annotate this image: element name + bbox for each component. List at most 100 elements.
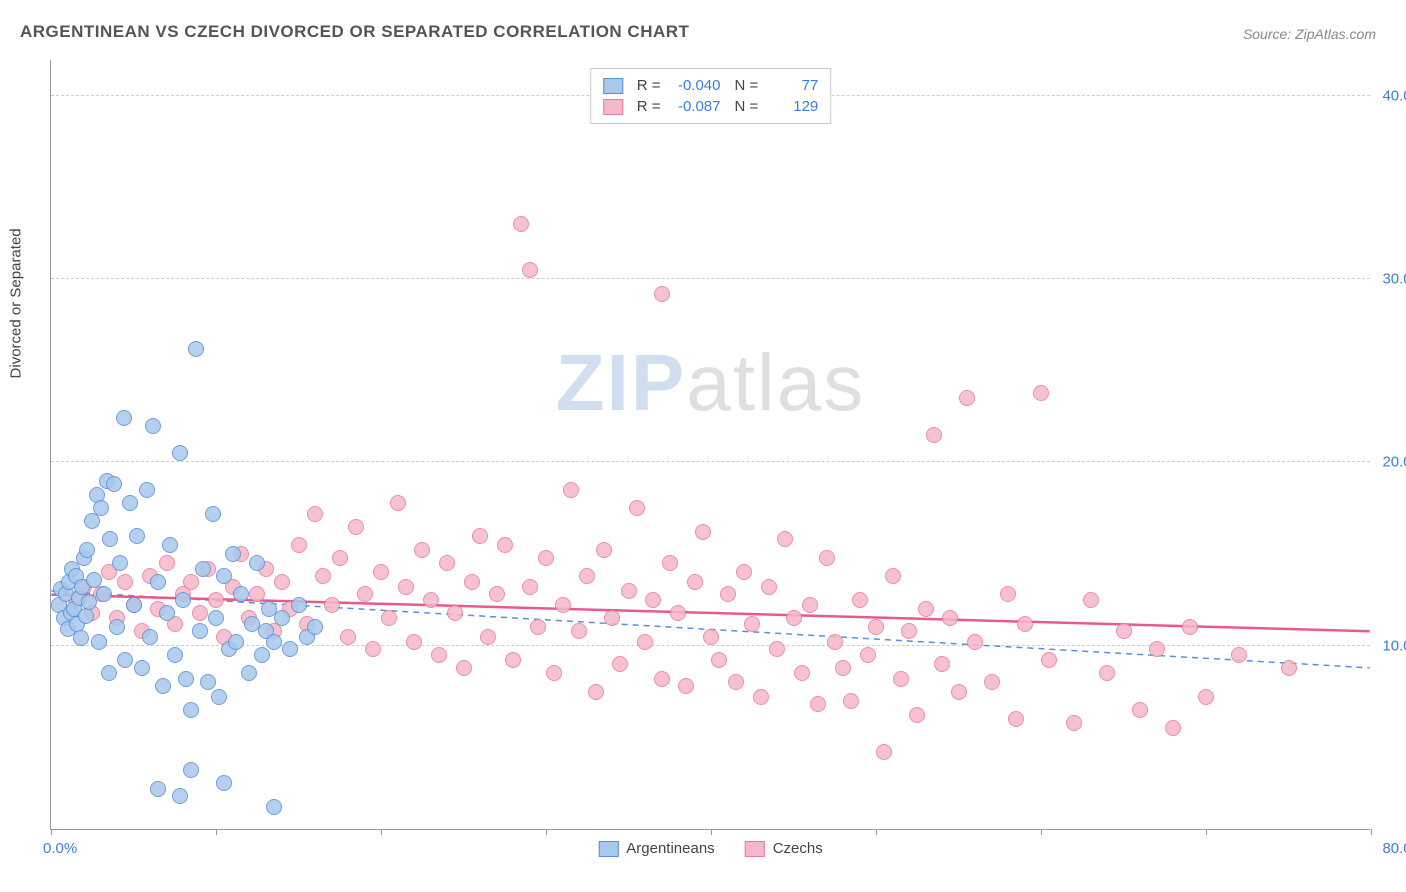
- scatter-point-argentineans: [249, 555, 265, 571]
- r-value-cz: -0.087: [669, 98, 721, 115]
- scatter-point-czechs: [637, 634, 653, 650]
- scatter-point-argentineans: [150, 574, 166, 590]
- scatter-point-czechs: [984, 674, 1000, 690]
- scatter-point-czechs: [1132, 702, 1148, 718]
- scatter-point-czechs: [934, 656, 950, 672]
- x-tick: [1371, 829, 1372, 835]
- r-label: R =: [637, 98, 661, 115]
- scatter-point-argentineans: [216, 775, 232, 791]
- scatter-point-argentineans: [228, 634, 244, 650]
- scatter-point-czechs: [555, 597, 571, 613]
- r-value-arg: -0.040: [669, 77, 721, 94]
- scatter-point-czechs: [332, 550, 348, 566]
- scatter-point-argentineans: [266, 634, 282, 650]
- legend-item-argentineans: Argentineans: [598, 840, 714, 857]
- scatter-point-czechs: [315, 568, 331, 584]
- r-label: R =: [637, 77, 661, 94]
- scatter-point-czechs: [571, 623, 587, 639]
- scatter-point-argentineans: [291, 597, 307, 613]
- scatter-point-czechs: [1066, 715, 1082, 731]
- legend-label-czechs: Czechs: [773, 840, 823, 857]
- scatter-point-czechs: [942, 610, 958, 626]
- scatter-point-czechs: [670, 605, 686, 621]
- n-value-arg: 77: [766, 77, 818, 94]
- scatter-point-argentineans: [159, 605, 175, 621]
- y-axis-title: Divorced or Separated: [8, 228, 25, 378]
- scatter-point-czechs: [538, 550, 554, 566]
- scatter-point-czechs: [645, 592, 661, 608]
- scatter-point-czechs: [629, 500, 645, 516]
- scatter-point-argentineans: [81, 594, 97, 610]
- watermark-atlas: atlas: [686, 338, 865, 427]
- scatter-point-czechs: [522, 579, 538, 595]
- scatter-point-czechs: [1116, 623, 1132, 639]
- legend-stats-row-cz: R = -0.087 N = 129: [603, 96, 819, 117]
- scatter-point-argentineans: [225, 546, 241, 562]
- scatter-point-czechs: [876, 744, 892, 760]
- scatter-point-argentineans: [79, 542, 95, 558]
- scatter-point-czechs: [546, 665, 562, 681]
- legend-series: Argentineans Czechs: [598, 840, 822, 857]
- x-axis-max-label: 80.0%: [1382, 840, 1406, 857]
- scatter-point-argentineans: [200, 674, 216, 690]
- scatter-point-czechs: [951, 684, 967, 700]
- scatter-point-czechs: [959, 390, 975, 406]
- scatter-point-argentineans: [109, 619, 125, 635]
- n-value-cz: 129: [766, 98, 818, 115]
- x-tick: [381, 829, 382, 835]
- scatter-point-argentineans: [175, 592, 191, 608]
- scatter-point-czechs: [1000, 586, 1016, 602]
- n-label: N =: [735, 98, 759, 115]
- scatter-point-czechs: [835, 660, 851, 676]
- scatter-point-argentineans: [233, 586, 249, 602]
- swatch-argentineans-icon: [603, 78, 623, 94]
- scatter-point-argentineans: [307, 619, 323, 635]
- scatter-point-argentineans: [73, 630, 89, 646]
- scatter-point-czechs: [464, 574, 480, 590]
- scatter-point-argentineans: [241, 665, 257, 681]
- legend-item-czechs: Czechs: [745, 840, 823, 857]
- scatter-point-czechs: [117, 574, 133, 590]
- scatter-point-argentineans: [195, 561, 211, 577]
- scatter-point-czechs: [621, 583, 637, 599]
- x-tick: [51, 829, 52, 835]
- scatter-point-czechs: [183, 574, 199, 590]
- scatter-point-czechs: [480, 629, 496, 645]
- scatter-point-argentineans: [117, 652, 133, 668]
- scatter-point-czechs: [588, 684, 604, 700]
- plot-area: Divorced or Separated ZIPatlas 10.0%20.0…: [50, 60, 1370, 830]
- scatter-point-czechs: [381, 610, 397, 626]
- x-tick: [1206, 829, 1207, 835]
- scatter-point-czechs: [604, 610, 620, 626]
- scatter-point-czechs: [909, 707, 925, 723]
- scatter-point-argentineans: [178, 671, 194, 687]
- scatter-point-czechs: [687, 574, 703, 590]
- scatter-point-czechs: [274, 574, 290, 590]
- scatter-point-czechs: [926, 427, 942, 443]
- scatter-point-czechs: [324, 597, 340, 613]
- scatter-point-czechs: [249, 586, 265, 602]
- watermark-zip: ZIP: [556, 338, 686, 427]
- legend-stats-row-arg: R = -0.040 N = 77: [603, 75, 819, 96]
- scatter-point-czechs: [1182, 619, 1198, 635]
- grid-line: [51, 645, 1370, 646]
- scatter-point-czechs: [439, 555, 455, 571]
- scatter-point-argentineans: [106, 476, 122, 492]
- scatter-point-czechs: [1033, 385, 1049, 401]
- scatter-point-czechs: [1099, 665, 1115, 681]
- scatter-point-czechs: [1165, 720, 1181, 736]
- grid-line: [51, 278, 1370, 279]
- scatter-point-argentineans: [102, 531, 118, 547]
- watermark: ZIPatlas: [556, 337, 865, 429]
- grid-line: [51, 461, 1370, 462]
- scatter-point-argentineans: [101, 665, 117, 681]
- scatter-point-czechs: [720, 586, 736, 602]
- scatter-point-czechs: [1198, 689, 1214, 705]
- scatter-point-argentineans: [96, 586, 112, 602]
- scatter-point-argentineans: [145, 418, 161, 434]
- scatter-point-czechs: [612, 656, 628, 672]
- scatter-point-czechs: [192, 605, 208, 621]
- y-tick-label: 40.0%: [1382, 87, 1406, 104]
- scatter-point-czechs: [802, 597, 818, 613]
- scatter-point-argentineans: [139, 482, 155, 498]
